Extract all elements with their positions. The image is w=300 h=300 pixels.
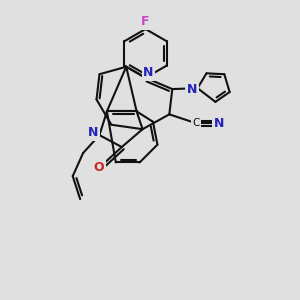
Text: F: F: [141, 15, 150, 28]
Text: N: N: [214, 117, 224, 130]
Text: O: O: [93, 161, 104, 174]
Text: C: C: [192, 118, 200, 128]
Text: N: N: [143, 66, 154, 79]
Text: N: N: [88, 126, 99, 139]
Text: N: N: [187, 83, 197, 96]
